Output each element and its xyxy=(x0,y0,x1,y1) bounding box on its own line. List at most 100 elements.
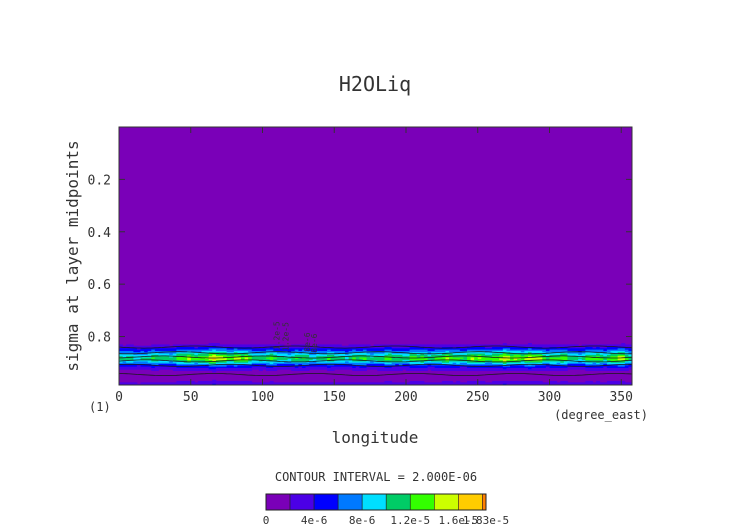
contour-cell xyxy=(567,345,572,348)
contour-cell xyxy=(535,353,540,356)
contour-cell xyxy=(147,382,152,385)
contour-cell xyxy=(527,349,532,352)
contour-cell xyxy=(165,358,170,361)
contour-cell xyxy=(542,344,547,347)
contour-cell xyxy=(233,364,238,366)
contour-cell xyxy=(355,365,360,368)
colorbar-tick-label: 1.83e-5 xyxy=(463,514,509,527)
contour-cell xyxy=(592,350,597,353)
contour-cell xyxy=(510,356,515,358)
contour-cell xyxy=(578,382,583,385)
contour-cell xyxy=(413,381,418,383)
contour-cell xyxy=(255,364,260,366)
contour-cell xyxy=(581,382,586,385)
contour-cell xyxy=(520,352,525,354)
contour-cell xyxy=(438,369,443,371)
contour-cell xyxy=(140,365,145,368)
contour-cell xyxy=(136,353,141,356)
contour-cell xyxy=(517,381,522,383)
contour-cell xyxy=(431,360,436,362)
contour-cell xyxy=(398,345,403,348)
contour-cell xyxy=(377,382,382,385)
contour-cell xyxy=(441,367,446,370)
contour-cell xyxy=(434,382,439,385)
contour-cell xyxy=(284,360,289,362)
contour-cell xyxy=(438,364,443,366)
contour-cell xyxy=(409,347,414,349)
contour-cell xyxy=(510,347,515,349)
contour-cell xyxy=(599,365,604,368)
contour-cell xyxy=(122,348,127,351)
contour-cell xyxy=(624,354,629,357)
contour-cell xyxy=(126,348,131,351)
contour-cell xyxy=(567,356,572,358)
contour-cell xyxy=(538,357,543,360)
contour-cell xyxy=(366,352,371,354)
contour-cell xyxy=(477,364,482,366)
contour-cell xyxy=(549,344,554,347)
contour-cell xyxy=(345,367,349,370)
contour-cell xyxy=(266,344,271,347)
contour-cell xyxy=(162,366,167,369)
contour-cell xyxy=(384,361,389,364)
contour-cell xyxy=(122,358,127,361)
contour-cell xyxy=(219,369,224,371)
contour-cell xyxy=(140,367,145,370)
contour-cell xyxy=(323,352,328,354)
contour-cell xyxy=(341,357,346,360)
contour-cell xyxy=(463,347,468,349)
contour-cell xyxy=(276,366,281,369)
contour-cell xyxy=(144,345,149,348)
contour-cell xyxy=(474,354,479,357)
y-tick-label: 0.8 xyxy=(88,331,111,346)
contour-cell xyxy=(370,382,375,385)
contour-cell xyxy=(502,347,507,349)
contour-cell xyxy=(377,344,382,347)
contour-cell xyxy=(621,362,626,365)
contour-cell xyxy=(248,356,253,358)
contour-cell xyxy=(449,382,454,385)
contour-cell xyxy=(409,369,414,371)
contour-cell xyxy=(276,357,281,360)
contour-cell xyxy=(510,361,515,364)
contour-cell xyxy=(380,352,385,354)
contour-cell xyxy=(596,345,601,348)
contour-cell xyxy=(488,348,493,351)
contour-cell xyxy=(624,369,629,371)
contour-cell xyxy=(499,356,504,358)
contour-cell xyxy=(499,353,504,356)
contour-cell xyxy=(614,367,619,370)
contour-cell xyxy=(255,360,260,362)
contour-cell xyxy=(215,366,220,369)
contour-cell xyxy=(452,353,457,356)
contour-cell xyxy=(230,365,235,368)
contour-cell xyxy=(291,353,296,356)
contour-cell xyxy=(413,354,418,357)
contour-cell xyxy=(133,367,138,370)
contour-cell xyxy=(524,353,529,356)
contour-cell xyxy=(345,360,349,362)
contour-cell xyxy=(596,353,601,356)
contour-cell xyxy=(449,360,454,362)
contour-cell xyxy=(610,367,615,370)
contour-cell xyxy=(549,361,554,364)
contour-cell xyxy=(456,353,461,356)
contour-cell xyxy=(466,367,471,370)
contour-cell xyxy=(330,361,335,364)
contour-cell xyxy=(405,354,410,357)
contour-cell xyxy=(255,348,260,351)
contour-cell xyxy=(380,354,385,357)
contour-cell xyxy=(312,382,317,385)
contour-cell xyxy=(255,358,260,361)
contour-cell xyxy=(291,367,296,370)
contour-cell xyxy=(212,344,217,347)
contour-cell xyxy=(219,358,224,361)
contour-cell xyxy=(502,343,507,345)
contour-cell xyxy=(144,360,149,362)
contour-cell xyxy=(402,382,407,385)
contour-cell xyxy=(578,353,583,356)
contour-cell xyxy=(438,352,443,354)
contour-cell xyxy=(366,382,371,385)
contour-cell xyxy=(405,344,410,347)
contour-cell xyxy=(151,367,156,370)
